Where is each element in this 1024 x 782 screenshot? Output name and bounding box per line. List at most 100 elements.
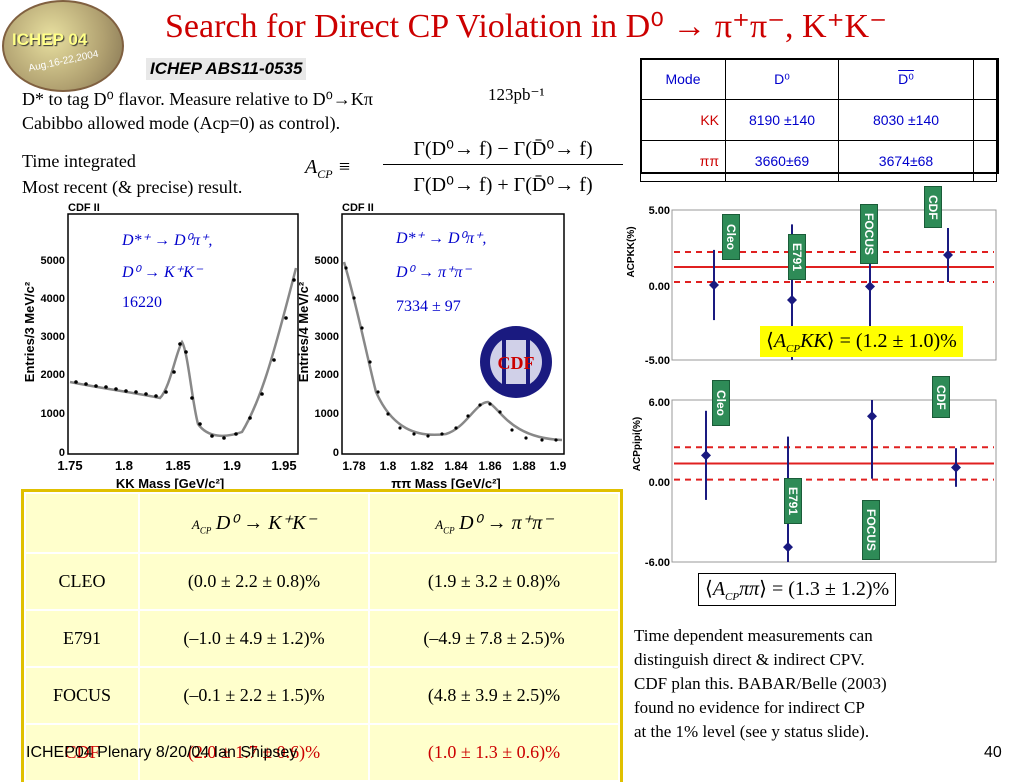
- note-line: at the 1% level (see y status slide).: [634, 722, 870, 741]
- cdf-pipi: (1.0 ± 1.3 ± 0.6)%: [368, 723, 620, 782]
- kk-xtick: 1.9: [223, 458, 241, 473]
- exp-e791: E791: [24, 609, 140, 668]
- pipi-xlabel: ππ Mass [GeV/c²]: [391, 476, 501, 491]
- ichep-logo: [2, 0, 124, 92]
- cdf-logo-text: CDF: [498, 353, 535, 373]
- kk-average-formula: ⟨ACPKK⟩ = (1.2 ± 1.0)%: [760, 326, 963, 357]
- note-line: found no evidence for indirect CP: [634, 698, 865, 717]
- acp-definition: ACP ≡ Γ(D⁰→ f) − Γ(D̄⁰→ f) Γ(D⁰→ f) + Γ(…: [305, 136, 625, 204]
- results-header-pipi: ACP D⁰ → π⁺π⁻: [368, 492, 620, 554]
- results-corner: [24, 492, 140, 554]
- results-header-kk: ACP D⁰ → K⁺K⁻: [138, 492, 370, 554]
- intro-line-2: Cabibbo allowed mode (Acp=0) as control)…: [22, 113, 341, 133]
- kk-mass-plot: CDF II 5000 4000 3000 2000 1000 0 1.75 1…: [22, 202, 299, 491]
- note-line: distinguish direct & indirect CPV.: [634, 650, 865, 669]
- pipi-decay-2: D⁰ → π⁺π⁻: [396, 264, 471, 281]
- pipi-label-cdf: CDF: [932, 376, 950, 418]
- pipi-ytick: 1000: [315, 408, 339, 420]
- pipi-point-focus: [867, 411, 877, 422]
- pipi-mass-plot: CDF II 5000 4000 3000 2000 1000 0 1.78 1…: [296, 202, 567, 491]
- cleo-pipi: (1.9 ± 3.2 ± 0.8)%: [368, 552, 620, 611]
- pipi-xtick: 1.78: [342, 459, 366, 473]
- kk-d0-yield: 8190 ±140: [725, 99, 839, 141]
- pipi-label-cleo: Cleo: [712, 380, 730, 426]
- pipi-chart-ytick: 6.00: [649, 397, 670, 409]
- pipi-xtick: 1.8: [380, 459, 397, 473]
- recent-result-line: Most recent (& precise) result.: [22, 177, 243, 197]
- kk-label-e791: E791: [788, 234, 806, 280]
- pipi-ylabel: Entries/4 MeV/c²: [296, 281, 311, 382]
- cleo-kk: (0.0 ± 2.2 ± 0.8)%: [138, 552, 370, 611]
- kk-point-cdf: [943, 250, 953, 260]
- pipi-plot-tag: CDF II: [342, 202, 374, 214]
- kk-point-cleo: [709, 280, 719, 290]
- kk-ytick: 5000: [41, 255, 65, 267]
- exp-focus: FOCUS: [24, 666, 140, 725]
- kk-decay-2: D⁰ → K⁺K⁻: [122, 264, 203, 281]
- abstract-reference: ICHEP ABS11-0535: [146, 58, 307, 80]
- mode-header: Mode: [640, 58, 726, 100]
- pipi-xtick: 1.88: [512, 459, 536, 473]
- acp-pipi-chart: 6.00 0.00 -6.00 ACPpipi(%): [632, 397, 997, 569]
- kk-decay-1: D*⁺ → D⁰π⁺,: [122, 232, 213, 249]
- pipi-d0bar-yield: 3674±68: [838, 140, 974, 182]
- d0bar-header: D⁰: [838, 58, 974, 100]
- focus-kk: (–0.1 ± 2.2 ± 1.5)%: [138, 666, 370, 725]
- kk-point-e791: [787, 295, 797, 305]
- pipi-ytick: 2000: [315, 369, 339, 381]
- pipi-average-formula: ⟨ACPππ⟩ = (1.3 ± 1.2)%: [698, 573, 897, 606]
- kk-xtick: 1.75: [57, 458, 82, 473]
- kk-chart-ytick: -5.00: [645, 355, 670, 367]
- pipi-ytick: 3000: [315, 331, 339, 343]
- footer-citation: ICHEP04 Plenary 8/20/04 Ian Shipsey: [26, 744, 298, 761]
- kk-ytick: 3000: [41, 331, 65, 343]
- acp-numerator: Γ(D⁰→ f) − Γ(D̄⁰→ f): [383, 136, 623, 165]
- results-table: ACP D⁰ → K⁺K⁻ ACP D⁰ → π⁺π⁻ CLEO (0.0 ± …: [21, 489, 623, 782]
- pipi-ytick: 4000: [315, 293, 339, 305]
- kk-xtick: 1.85: [165, 458, 190, 473]
- kk-xtick: 1.8: [115, 458, 133, 473]
- pipi-ytick: 5000: [315, 255, 339, 267]
- kk-chart-ylabel: ACPKK(%): [626, 226, 637, 277]
- kk-label-cdf: CDF: [924, 186, 942, 228]
- slide-title: Search for Direct CP Violation in D⁰ → π…: [165, 8, 888, 45]
- pipi-point-e791: [783, 542, 793, 553]
- acp-denominator: Γ(D⁰→ f) + Γ(D̄⁰→ f): [413, 174, 593, 196]
- logo-text: ICHEP 04: [12, 30, 88, 49]
- pipi-count: 7334 ± 97: [396, 298, 461, 315]
- note-line: CDF plan this. BABAR/Belle (2003): [634, 674, 887, 693]
- pipi-xtick: 1.84: [444, 459, 468, 473]
- kk-label-cleo: Cleo: [722, 214, 740, 260]
- note-line: Time dependent measurements can: [634, 626, 873, 645]
- e791-pipi: (–4.9 ± 7.8 ± 2.5)%: [368, 609, 620, 668]
- time-dependent-note: Time dependent measurements can distingu…: [634, 624, 887, 744]
- pipi-xtick: 1.86: [478, 459, 502, 473]
- kk-d0bar-yield: 8030 ±140: [838, 99, 974, 141]
- kk-count: 16220: [122, 294, 162, 311]
- e791-kk: (–1.0 ± 4.9 ± 1.2)%: [138, 609, 370, 668]
- intro-line-1: D* to tag D⁰ flavor. Measure relative to…: [22, 89, 373, 109]
- pipi-chart-ytick: 0.00: [649, 477, 670, 489]
- kk-ytick: 2000: [41, 369, 65, 381]
- mode-kk: KK: [640, 99, 726, 141]
- kk-ytick: 0: [59, 447, 65, 459]
- mode-pipi: ππ: [640, 140, 726, 182]
- mode-table: Mode D⁰ D⁰ KK 8190 ±140 8030 ±140 ππ 366…: [640, 58, 997, 182]
- kk-plot-tag: CDF II: [68, 202, 100, 214]
- d0-header: D⁰: [725, 58, 839, 100]
- kk-point-focus: [865, 281, 875, 292]
- pipi-chart-ylabel: ACPpipi(%): [632, 417, 643, 471]
- pipi-d0-yield: 3660±69: [725, 140, 839, 182]
- pipi-label-focus: FOCUS: [862, 500, 880, 560]
- kk-label-focus: FOCUS: [860, 204, 878, 264]
- kk-chart-ytick: 0.00: [649, 281, 670, 293]
- time-integrated-line: Time integrated: [22, 151, 136, 171]
- kk-ytick: 4000: [41, 293, 65, 305]
- page-number: 40: [984, 744, 1002, 761]
- focus-pipi: (4.8 ± 3.9 ± 2.5)%: [368, 666, 620, 725]
- pipi-ytick: 0: [333, 447, 339, 459]
- kk-ytick: 1000: [41, 408, 65, 420]
- pipi-xtick: 1.9: [550, 459, 567, 473]
- pipi-decay-1: D*⁺ → D⁰π⁺,: [396, 230, 487, 247]
- kk-chart-ytick: 5.00: [649, 205, 670, 217]
